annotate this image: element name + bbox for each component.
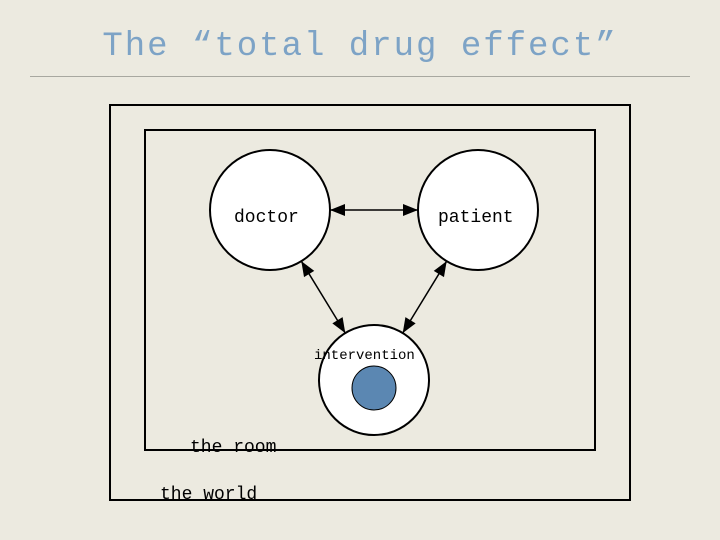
edge-patient-intervention bbox=[403, 261, 447, 333]
intervention-inner-circle bbox=[352, 366, 396, 410]
doctor-label: doctor bbox=[234, 208, 299, 228]
patient-label: patient bbox=[438, 208, 514, 228]
outer-box-label: the world bbox=[160, 485, 257, 505]
inner-box-label: the room bbox=[190, 438, 276, 458]
diagram-svg bbox=[0, 0, 720, 540]
slide: The “total drug effect” doctor patient i… bbox=[0, 0, 720, 540]
intervention-label: intervention bbox=[314, 348, 415, 364]
edge-doctor-intervention bbox=[301, 261, 345, 333]
world-box bbox=[110, 105, 630, 500]
